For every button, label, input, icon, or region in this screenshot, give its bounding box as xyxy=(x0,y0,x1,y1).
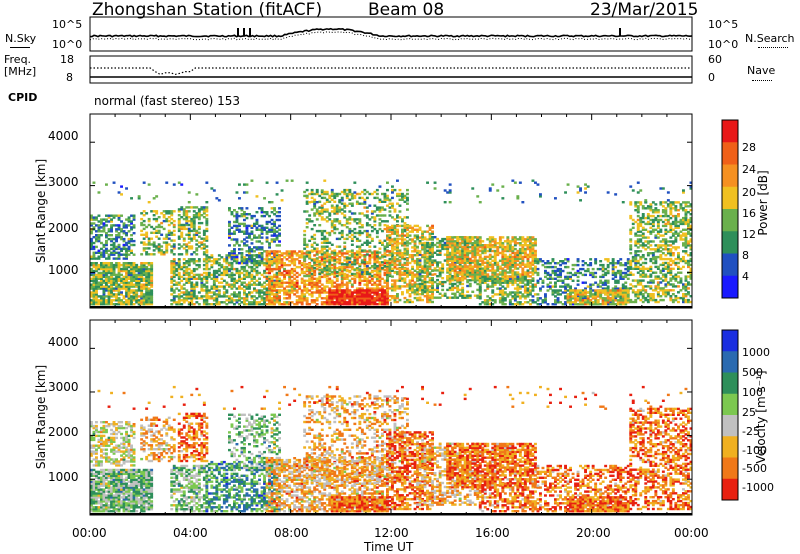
power-ytick-3000: 3000 xyxy=(48,175,79,189)
velocity-cb-tick-500: 500 xyxy=(742,366,763,379)
nsky-tick-bottom: 10^0 xyxy=(52,38,83,51)
xtick-2000: 20:00 xyxy=(576,526,611,540)
power-cb-tick-20: 20 xyxy=(742,186,756,199)
power-colorbar-segment xyxy=(722,275,738,299)
nave-label: Nave xyxy=(747,64,776,77)
velocity-cb-tick-neg25: -25 xyxy=(742,425,760,438)
velocity-cb-tick-neg500: -500 xyxy=(742,462,767,475)
cpid-text: normal (fast stereo) 153 xyxy=(94,94,241,108)
velocity-ytick-4000: 4000 xyxy=(48,335,79,349)
xtick-0000: 00:00 xyxy=(72,526,107,540)
xtick-1600: 16:00 xyxy=(475,526,510,540)
nsky-legend-line xyxy=(10,47,30,48)
power-cb-tick-16: 16 xyxy=(742,207,756,220)
power-cb-tick-4: 4 xyxy=(742,270,749,283)
power-ytick-1000: 1000 xyxy=(48,263,79,277)
nsearch-label: N.Search xyxy=(745,32,795,45)
velocity-colorbar-segment xyxy=(722,436,738,458)
power-colorbar-segment xyxy=(722,209,738,232)
x-axis-label: Time UT xyxy=(364,540,414,554)
beam-label: Beam 08 xyxy=(368,0,445,20)
power-ytick-2000: 2000 xyxy=(48,221,79,235)
xtick-0800: 08:00 xyxy=(274,526,309,540)
power-cb-tick-12: 12 xyxy=(742,228,756,241)
velocity-panel-cells xyxy=(90,385,693,513)
power-colorbar-segment xyxy=(722,120,738,143)
power-panel-cells xyxy=(90,179,693,306)
velocity-colorbar-segment xyxy=(722,372,738,395)
power-colorbar-frame xyxy=(721,119,739,299)
nave-tick-bottom: 0 xyxy=(708,71,715,84)
nsearch-tick-bottom: 10^0 xyxy=(708,38,739,51)
velocity-colorbar-frame xyxy=(721,329,739,501)
xtick-2400: 00:00 xyxy=(674,526,709,540)
nave-legend-line xyxy=(752,80,772,81)
date-label: 23/Mar/2015 xyxy=(590,0,699,20)
power-cb-tick-28: 28 xyxy=(742,141,756,154)
velocity-cb-tick-100: 100 xyxy=(742,386,763,399)
nsearch-series xyxy=(90,31,693,41)
xtick-0400: 04:00 xyxy=(173,526,208,540)
nsky-series xyxy=(90,27,693,38)
power-cb-tick-24: 24 xyxy=(742,163,756,176)
velocity-colorbar-segment xyxy=(722,351,738,373)
xtick-1200: 12:00 xyxy=(374,526,409,540)
nsearch-tick-top: 10^5 xyxy=(708,18,739,31)
freq-tick-top: 18 xyxy=(60,53,74,66)
velocity-cb-tick-neg1000: -1000 xyxy=(742,481,774,494)
power-ytick-4000: 4000 xyxy=(48,129,79,143)
freq-label-1: Freq. xyxy=(4,53,32,66)
velocity-colorbar-segment xyxy=(722,478,738,501)
cpid-label: CPID xyxy=(8,91,38,104)
velocity-ytick-2000: 2000 xyxy=(48,425,79,439)
nsky-label: N.Sky xyxy=(5,32,37,45)
power-colorbar-segment xyxy=(722,164,738,188)
freq-label-2: [MHz] xyxy=(4,65,37,78)
nave-tick-top: 60 xyxy=(708,53,722,66)
nave-series xyxy=(90,67,692,76)
velocity-cb-tick-25: 25 xyxy=(742,406,756,419)
power-cb-tick-8: 8 xyxy=(742,249,749,262)
velocity-colorbar-segment xyxy=(722,415,738,437)
velocity-colorbar-segment xyxy=(722,457,738,480)
freq-tick-bottom: 8 xyxy=(66,71,73,84)
nsky-tick-top: 10^5 xyxy=(52,18,83,31)
velocity-cb-tick-1000: 1000 xyxy=(742,346,770,359)
power-colorbar-segment xyxy=(722,253,738,277)
power-colorbar-segment xyxy=(722,142,738,165)
velocity-colorbar-segment xyxy=(722,393,738,416)
nsky-frame xyxy=(89,16,693,52)
freq-frame xyxy=(89,55,693,84)
station-title: Zhongshan Station (fitACF) xyxy=(92,0,323,20)
velocity-colorbar-segment xyxy=(722,330,738,352)
power-colorbar-segment xyxy=(722,231,738,254)
nsearch-legend-line xyxy=(758,47,788,48)
velocity-cb-tick-neg100: -100 xyxy=(742,444,767,457)
power-colorbar-segment xyxy=(722,186,738,210)
velocity-ytick-3000: 3000 xyxy=(48,380,79,394)
velocity-ytick-1000: 1000 xyxy=(48,470,79,484)
